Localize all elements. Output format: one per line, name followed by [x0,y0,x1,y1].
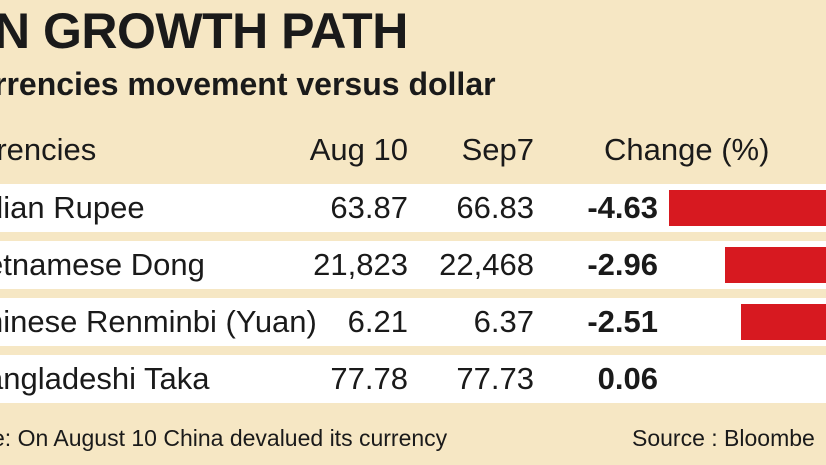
sep7-value: 22,468 [439,247,534,282]
sep7-value: 77.73 [456,361,534,396]
currency-name: etnamese Dong [0,247,205,282]
change-value: -4.63 [587,190,658,225]
change-bar [725,247,826,283]
aug10-value: 6.21 [347,304,408,339]
currency-name: hinese Renminbi (Yuan) [0,304,317,339]
table-row: dian Rupee 63.87 66.83 -4.63 [0,184,826,232]
aug10-value: 21,823 [313,247,408,282]
table-row: angladeshi Taka 77.78 77.73 0.06 [0,355,826,403]
change-value: -2.51 [587,304,658,339]
chart-title: N GROWTH PATH [0,3,408,59]
column-header-change: Change (%) [604,132,770,167]
source-note: Source : Bloombe [632,425,815,451]
change-bar [740,304,826,340]
column-header-currencies: rrencies [0,132,97,167]
table-row: hinese Renminbi (Yuan) 6.21 6.37 -2.51 [0,298,826,346]
change-value: 0.06 [597,361,658,396]
column-header-aug10: Aug 10 [309,132,408,167]
sep7-value: 6.37 [473,304,534,339]
change-value: -2.96 [587,247,658,282]
table-row: etnamese Dong 21,823 22,468 -2.96 [0,241,826,289]
footnote: e: On August 10 China devalued its curre… [0,425,448,451]
currency-name: angladeshi Taka [0,361,210,396]
currency-name: dian Rupee [0,190,145,225]
column-header-sep7: Sep7 [461,132,534,167]
chart-subtitle: rrencies movement versus dollar [0,66,496,102]
change-bar [668,190,826,226]
aug10-value: 77.78 [330,361,408,396]
sep7-value: 66.83 [456,190,534,225]
aug10-value: 63.87 [330,190,408,225]
